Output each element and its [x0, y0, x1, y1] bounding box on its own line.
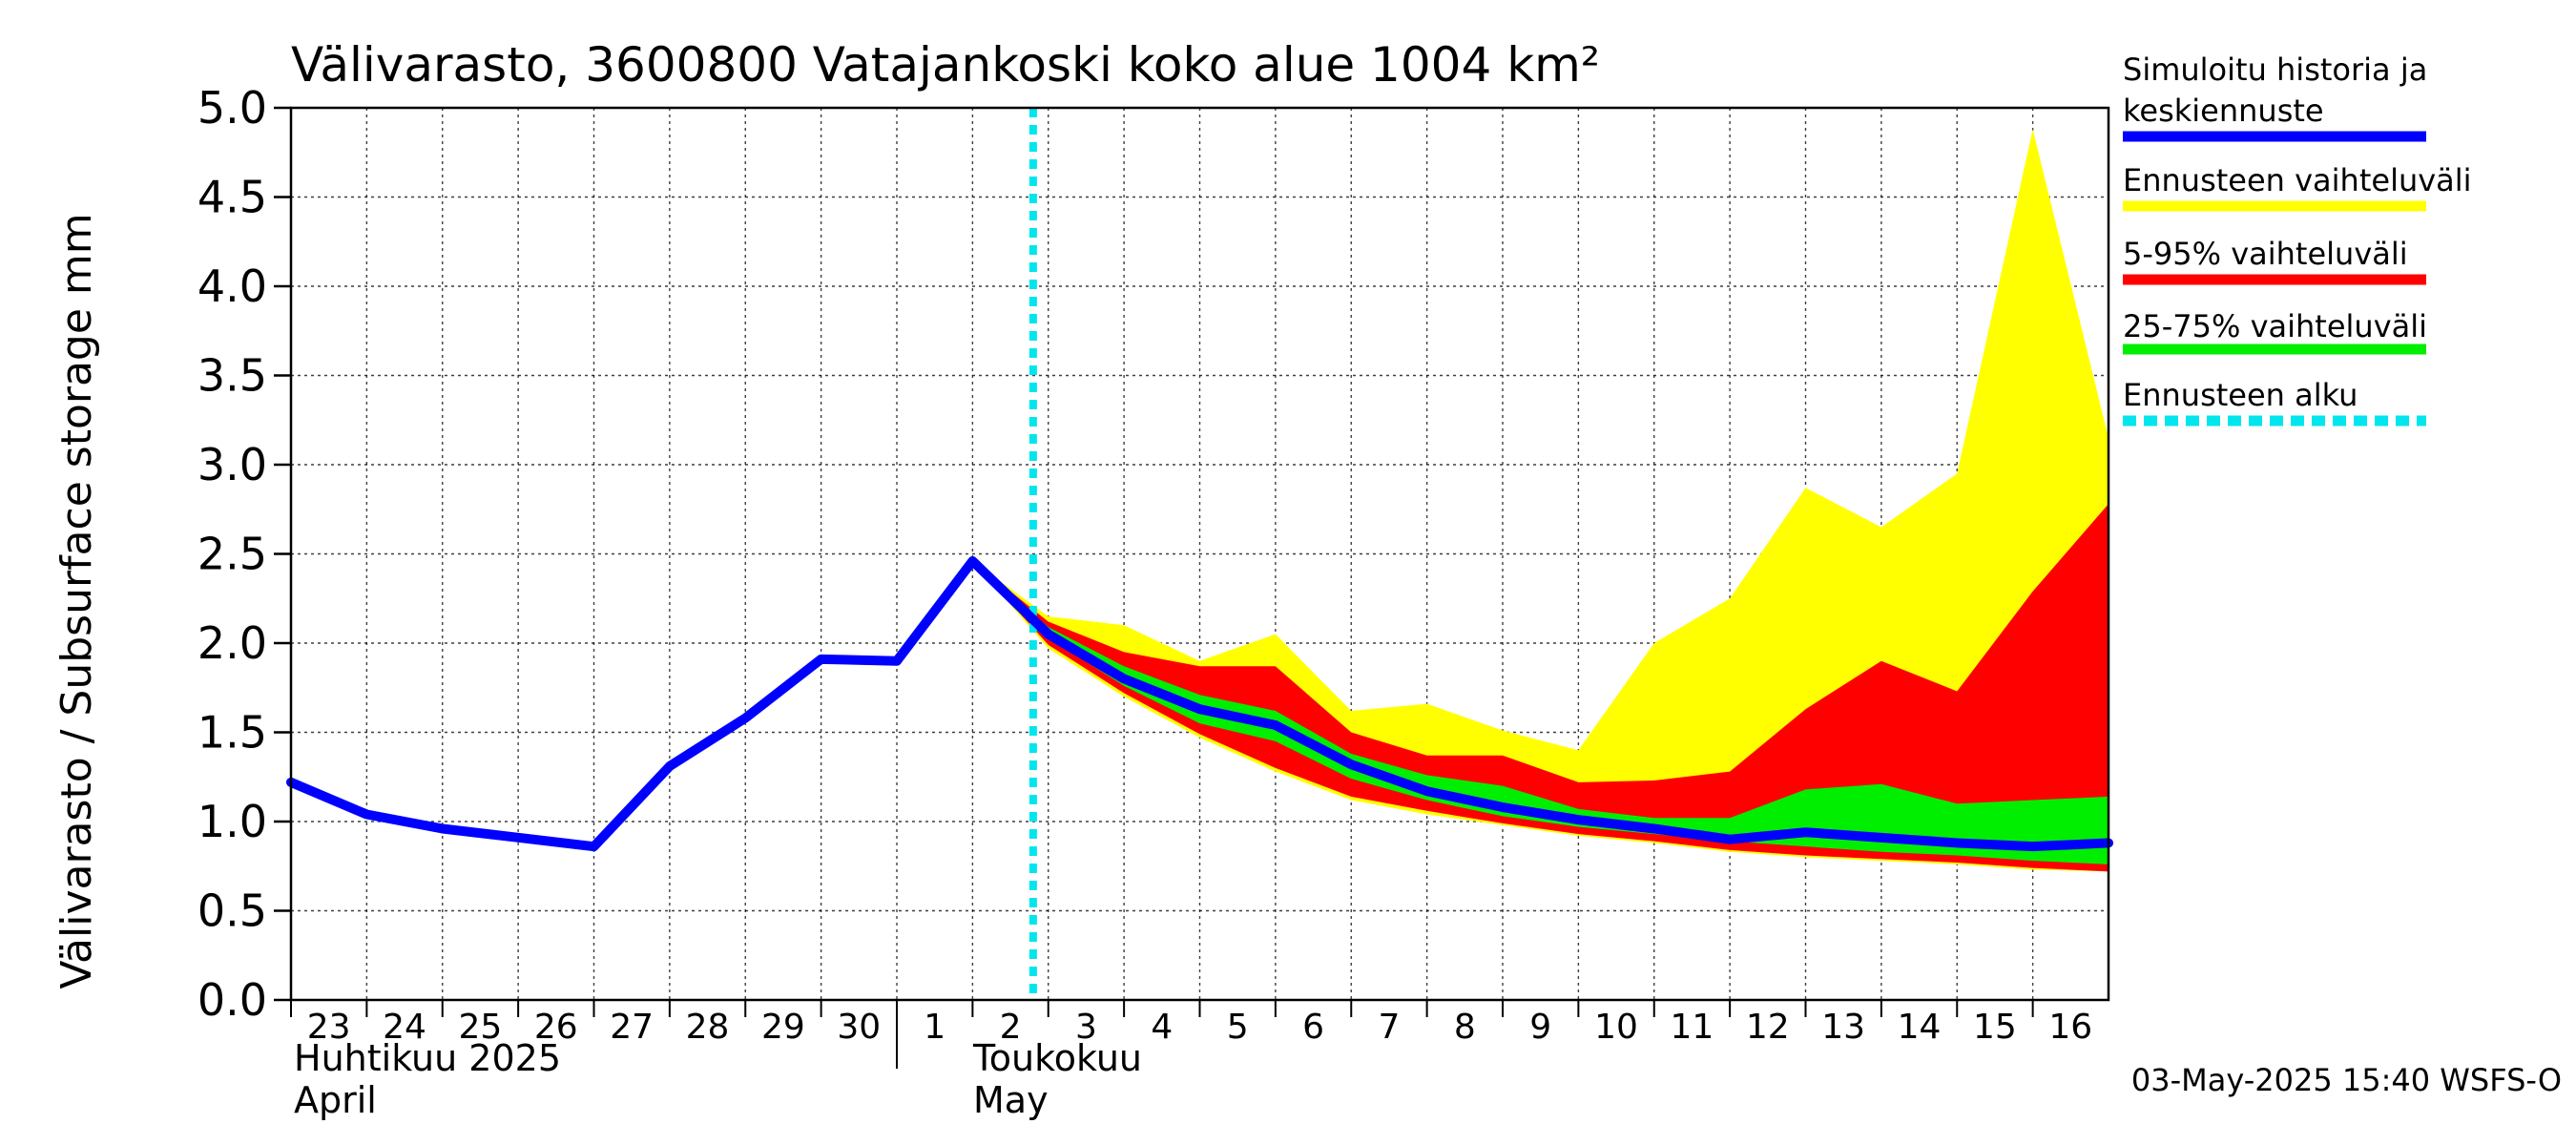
- legend-label: 25-75% vaihteluväli: [2123, 308, 2427, 344]
- y-tick-label: 3.0: [197, 439, 267, 490]
- x-tick-label: 6: [1302, 1008, 1324, 1047]
- y-tick-label: 5.0: [197, 82, 267, 134]
- month-label-may-en: May: [973, 1079, 1049, 1121]
- x-tick-label: 28: [686, 1008, 730, 1047]
- y-tick-label: 1.5: [197, 707, 267, 759]
- x-tick-label: 27: [610, 1008, 654, 1047]
- y-tick-label: 4.0: [197, 260, 267, 312]
- x-tick-label: 23: [307, 1008, 351, 1047]
- x-tick-label: 13: [1821, 1008, 1865, 1047]
- x-tick-label: 24: [383, 1008, 426, 1047]
- chart-title: Välivarasto, 3600800 Vatajankoski koko a…: [291, 37, 1600, 93]
- month-label-april-en: April: [294, 1079, 377, 1121]
- x-tick-label: 5: [1227, 1008, 1249, 1047]
- x-tick-label: 14: [1898, 1008, 1942, 1047]
- x-tick-label: 2: [1000, 1008, 1022, 1047]
- y-tick-label: 2.5: [197, 529, 267, 580]
- x-tick-label: 25: [459, 1008, 503, 1047]
- x-tick-label: 10: [1594, 1008, 1638, 1047]
- x-tick-label: 15: [1973, 1008, 2017, 1047]
- x-tick-label: 16: [2048, 1008, 2092, 1047]
- x-tick-label: 9: [1529, 1008, 1551, 1047]
- x-tick-label: 26: [534, 1008, 578, 1047]
- y-tick-label: 4.5: [197, 172, 267, 223]
- legend-label: Ennusteen alku: [2123, 377, 2358, 413]
- legend-label: keskiennuste: [2123, 93, 2324, 129]
- x-tick-label: 30: [837, 1008, 881, 1047]
- green-25-75-band: [972, 560, 2109, 864]
- y-tick-label: 0.0: [197, 974, 267, 1026]
- y-tick-label: 0.5: [197, 885, 267, 937]
- x-tick-label: 4: [1151, 1008, 1173, 1047]
- x-tick-label: 3: [1075, 1008, 1097, 1047]
- y-axis-label: Välivarasto / Subsurface storage mm: [52, 213, 101, 989]
- month-label-may-fi: Toukokuu: [972, 1037, 1142, 1079]
- footer-timestamp: 03-May-2025 15:40 WSFS-O: [2131, 1062, 2562, 1098]
- legend-label: Ennusteen vaihteluväli: [2123, 162, 2472, 198]
- y-tick-label: 3.5: [197, 350, 267, 402]
- month-label-april-fi: Huhtikuu 2025: [294, 1037, 561, 1079]
- legend-label: Simuloitu historia ja: [2123, 52, 2427, 88]
- x-tick-label: 12: [1746, 1008, 1790, 1047]
- x-tick-label: 8: [1454, 1008, 1476, 1047]
- legend-label: 5-95% vaihteluväli: [2123, 236, 2408, 272]
- simulated-median-line: [286, 555, 2113, 852]
- x-tick-label: 29: [761, 1008, 805, 1047]
- red-5-95-band: [972, 504, 2109, 872]
- x-tick-label: 11: [1671, 1008, 1714, 1047]
- x-tick-label: 1: [924, 1008, 945, 1047]
- y-tick-label: 2.0: [197, 617, 267, 669]
- y-tick-label: 1.0: [197, 796, 267, 847]
- x-tick-label: 7: [1378, 1008, 1400, 1047]
